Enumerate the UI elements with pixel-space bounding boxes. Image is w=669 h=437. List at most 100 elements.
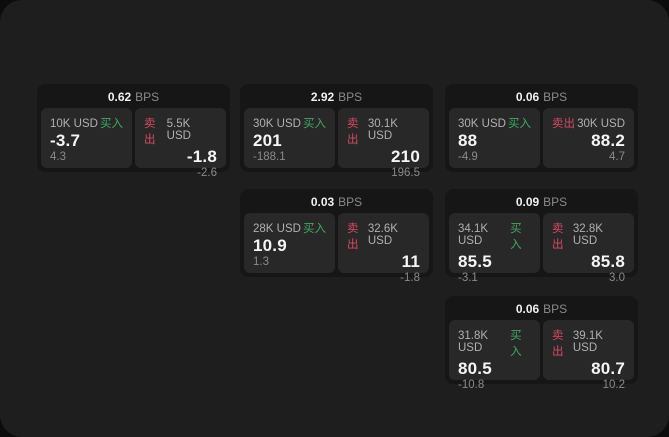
buy-size-label: 30K USD [458,118,506,130]
bps-value: 0.62 [107,90,132,104]
price-tile-card: 0.06 BPS 30K USD 买入 88 -4.9 卖出 30K USD 8… [445,84,638,172]
buy-sell-panels: 34.1K USD 买入 85.5 -3.1 卖出 32.8K USD 85.8… [449,213,634,284]
bps-unit-label: BPS [338,90,363,104]
bps-unit-label: BPS [543,302,568,316]
bps-header: 0.62 BPS [37,84,230,107]
sell-price-value: 85.8 [591,252,625,271]
buy-price-value: -3.7 [50,131,81,150]
price-tile-card: 0.09 BPS 34.1K USD 买入 85.5 -3.1 卖出 32.8K… [445,189,638,284]
buy-price-value: 85.5 [458,252,492,271]
bps-header: 0.06 BPS [445,296,638,319]
sell-panel[interactable]: 卖出 30.1K USD 210 196.5 [338,108,429,179]
buy-panel[interactable]: 31.8K USD 买入 80.5 -10.8 [449,320,540,391]
sell-action-label: 卖出 [347,118,359,146]
sell-panel-header: 卖出 39.1K USD [552,327,625,359]
bps-header: 0.06 BPS [445,84,638,107]
buy-price-value: 88 [458,131,478,150]
sell-action-label: 卖出 [552,118,575,130]
bps-header: 0.03 BPS [240,189,433,212]
sell-panel[interactable]: 卖出 5.5K USD -1.8 -2.6 [135,108,226,179]
buy-panel-header: 10K USD 买入 [50,115,123,131]
price-tile-card: 0.06 BPS 31.8K USD 买入 80.5 -10.8 卖出 39.1… [445,296,638,391]
price-tile-card: 2.92 BPS 30K USD 买入 201 -188.1 卖出 30.1K … [240,84,433,179]
sell-size-label: 30K USD [577,118,625,130]
sell-price-value: 88.2 [591,131,625,150]
sell-size-label: 30.1K USD [367,118,398,142]
buy-size-label: 28K USD [253,223,301,235]
buy-panel[interactable]: 10K USD 买入 -3.7 4.3 [41,108,132,168]
sell-sub-value: -1.8 [400,272,420,284]
buy-sub-value: -188.1 [253,151,286,163]
sell-panel-header: 卖出 5.5K USD [144,115,217,147]
sell-panel-header: 卖出 32.6K USD [347,220,420,252]
buy-panel[interactable]: 28K USD 买入 10.9 1.3 [244,213,335,273]
sell-price-value: 210 [391,147,420,166]
sell-size-label: 32.8K USD [572,223,603,247]
sell-panel-header: 卖出 30K USD [552,115,625,131]
buy-action-label: 买入 [508,118,531,130]
sell-panel[interactable]: 卖出 30K USD 88.2 4.7 [543,108,634,168]
buy-sell-panels: 31.8K USD 买入 80.5 -10.8 卖出 39.1K USD 80.… [449,320,634,391]
buy-panel-header: 30K USD 买入 [458,115,531,131]
buy-action-label: 买入 [100,118,123,130]
sell-sub-value: 196.5 [391,167,420,179]
buy-action-label: 买入 [510,223,522,251]
buy-panel-header: 31.8K USD 买入 [458,327,531,359]
sell-action-label: 卖出 [144,118,156,146]
bps-unit-label: BPS [543,90,568,104]
sell-action-label: 卖出 [552,223,564,251]
buy-sell-panels: 10K USD 买入 -3.7 4.3 卖出 5.5K USD -1.8 -2.… [41,108,226,179]
buy-panel[interactable]: 34.1K USD 买入 85.5 -3.1 [449,213,540,284]
bps-header: 0.09 BPS [445,189,638,212]
bps-unit-label: BPS [135,90,160,104]
sell-action-label: 卖出 [347,223,359,251]
buy-sub-value: -4.9 [458,151,478,163]
bps-value: 0.09 [515,195,540,209]
sell-size-label: 32.6K USD [367,223,398,247]
buy-action-label: 买入 [303,118,326,130]
buy-sub-value: 1.3 [253,256,269,268]
price-tile-card: 0.03 BPS 28K USD 买入 10.9 1.3 卖出 32.6K US… [240,189,433,284]
bps-header: 2.92 BPS [240,84,433,107]
buy-panel-header: 28K USD 买入 [253,220,326,236]
buy-sell-panels: 28K USD 买入 10.9 1.3 卖出 32.6K USD 11 -1.8 [244,213,429,284]
sell-price-value: 80.7 [591,359,625,378]
buy-action-label: 买入 [303,223,326,235]
bps-unit-label: BPS [543,195,568,209]
buy-sub-value: 4.3 [50,151,66,163]
sell-panel-header: 卖出 32.8K USD [552,220,625,252]
buy-sell-panels: 30K USD 买入 201 -188.1 卖出 30.1K USD 210 1… [244,108,429,179]
buy-panel[interactable]: 30K USD 买入 88 -4.9 [449,108,540,168]
buy-price-value: 80.5 [458,359,492,378]
sell-sub-value: 10.2 [602,379,625,391]
sell-price-value: -1.8 [186,147,217,166]
buy-size-label: 31.8K USD [458,330,489,354]
buy-panel-header: 30K USD 买入 [253,115,326,131]
buy-size-label: 30K USD [253,118,301,130]
sell-size-label: 39.1K USD [572,330,603,354]
sell-panel-header: 卖出 30.1K USD [347,115,420,147]
sell-panel[interactable]: 卖出 32.6K USD 11 -1.8 [338,213,429,284]
buy-panel-header: 34.1K USD 买入 [458,220,531,252]
buy-size-label: 10K USD [50,118,98,130]
bps-unit-label: BPS [338,195,363,209]
bps-value: 0.06 [515,302,540,316]
buy-sub-value: -3.1 [458,272,478,284]
buy-action-label: 买入 [510,330,522,358]
bps-value: 2.92 [310,90,335,104]
price-tile-card: 0.62 BPS 10K USD 买入 -3.7 4.3 卖出 5.5K USD… [37,84,230,179]
sell-size-label: 5.5K USD [166,118,191,142]
sell-price-value: 11 [401,252,420,271]
bps-value: 0.03 [310,195,335,209]
sell-sub-value: 3.0 [609,272,625,284]
buy-sell-panels: 30K USD 买入 88 -4.9 卖出 30K USD 88.2 4.7 [449,108,634,168]
sell-panel[interactable]: 卖出 39.1K USD 80.7 10.2 [543,320,634,391]
buy-price-value: 201 [253,131,282,150]
sell-panel[interactable]: 卖出 32.8K USD 85.8 3.0 [543,213,634,284]
sell-sub-value: -2.6 [197,167,217,179]
sell-action-label: 卖出 [552,330,564,358]
bps-value: 0.06 [515,90,540,104]
sell-sub-value: 4.7 [609,151,625,163]
buy-panel[interactable]: 30K USD 买入 201 -188.1 [244,108,335,168]
